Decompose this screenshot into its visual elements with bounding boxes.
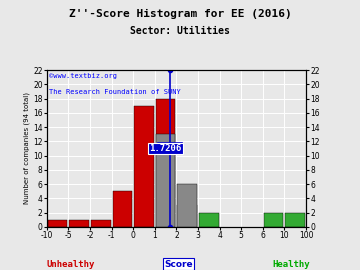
Text: Sector: Utilities: Sector: Utilities (130, 26, 230, 36)
Bar (48, 220, 67, 227)
Bar (69, 220, 89, 227)
Bar (91, 220, 111, 227)
Text: Unhealthy: Unhealthy (47, 260, 95, 269)
Text: Z''-Score Histogram for EE (2016): Z''-Score Histogram for EE (2016) (69, 9, 291, 19)
Bar (177, 205, 197, 227)
Bar (156, 99, 175, 227)
Bar (177, 184, 197, 227)
Text: Healthy: Healthy (272, 260, 310, 269)
Bar (264, 212, 283, 227)
Bar (134, 106, 154, 227)
Bar (285, 212, 305, 227)
Bar (113, 191, 132, 227)
Bar (199, 212, 219, 227)
Text: 1.7206: 1.7206 (149, 144, 182, 153)
Text: The Research Foundation of SUNY: The Research Foundation of SUNY (49, 89, 181, 95)
Bar (156, 134, 175, 227)
Text: Score: Score (164, 260, 193, 269)
Text: ©www.textbiz.org: ©www.textbiz.org (49, 73, 117, 79)
Y-axis label: Number of companies (94 total): Number of companies (94 total) (24, 93, 30, 204)
